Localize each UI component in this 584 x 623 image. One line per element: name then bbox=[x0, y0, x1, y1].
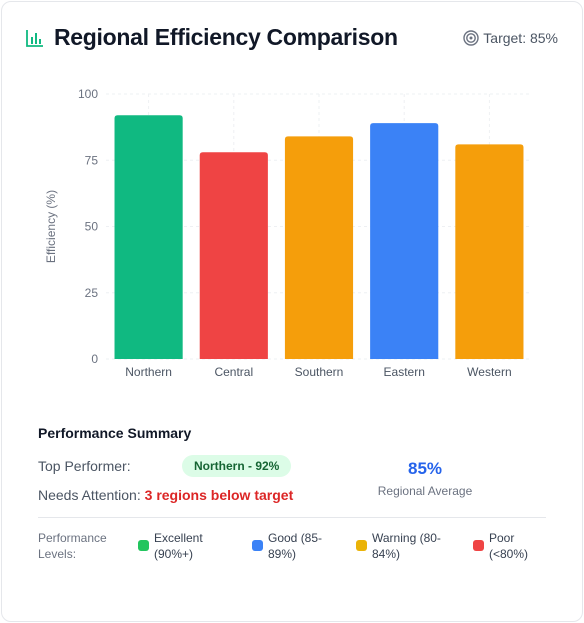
y-tick-label: 25 bbox=[85, 286, 99, 300]
legend-label: Excellent (90%+) bbox=[154, 531, 203, 561]
regional-average-label: Regional Average bbox=[377, 484, 473, 498]
target-icon bbox=[463, 30, 479, 46]
legend-swatch bbox=[138, 540, 149, 551]
legend-title: Performance Levels: bbox=[38, 531, 107, 561]
summary-title: Performance Summary bbox=[38, 425, 192, 441]
legend-swatch bbox=[356, 540, 367, 551]
chart-area: 0 25 50 75 100 Northern Central Southern Eastern… bbox=[38, 80, 548, 390]
y-tick-label: 0 bbox=[91, 352, 98, 366]
bar-western bbox=[455, 144, 524, 359]
divider bbox=[38, 517, 546, 518]
legend-label: Warning (80-84%) bbox=[372, 531, 441, 561]
bar-southern bbox=[284, 136, 354, 359]
x-tick-label: Northern bbox=[125, 365, 172, 379]
x-tick-label: Eastern bbox=[384, 365, 425, 379]
y-tick-label: 50 bbox=[85, 220, 99, 234]
bar-chart-icon bbox=[26, 30, 43, 47]
card-header: Regional Efficiency Comparison Target: 8… bbox=[26, 24, 558, 54]
y-axis-label: Efficiency (%) bbox=[44, 190, 58, 263]
needs-attention-row: Needs Attention: 3 regions below target bbox=[38, 487, 293, 503]
x-tick-label: Western bbox=[467, 365, 511, 379]
needs-attention-value: 3 regions below target bbox=[144, 487, 294, 503]
legend-swatch bbox=[473, 540, 484, 551]
top-performer-badge: Northern - 92% bbox=[182, 455, 292, 477]
needs-attention-label: Needs Attention: bbox=[38, 487, 141, 503]
legend-label: Good (85-89%) bbox=[268, 531, 323, 561]
top-performer-label: Top Performer: bbox=[38, 458, 131, 474]
y-tick-label: 75 bbox=[85, 153, 99, 167]
target-label: Target: 85% bbox=[463, 30, 558, 46]
page-title: Regional Efficiency Comparison bbox=[54, 24, 398, 50]
bar-northern bbox=[114, 115, 183, 359]
bar-eastern bbox=[370, 123, 439, 360]
y-tick-label: 100 bbox=[78, 87, 98, 101]
legend-swatch bbox=[252, 540, 263, 551]
regional-average-value: 85% bbox=[407, 459, 443, 478]
target-text: Target: 85% bbox=[483, 30, 558, 46]
legend-label: Poor (<80%) bbox=[489, 531, 529, 561]
bar-central bbox=[199, 152, 268, 359]
x-tick-label: Southern bbox=[295, 365, 344, 379]
x-tick-label: Central bbox=[214, 365, 253, 379]
bar-chart: 0 25 50 75 100 Northern Central Southern Eastern… bbox=[44, 87, 532, 379]
